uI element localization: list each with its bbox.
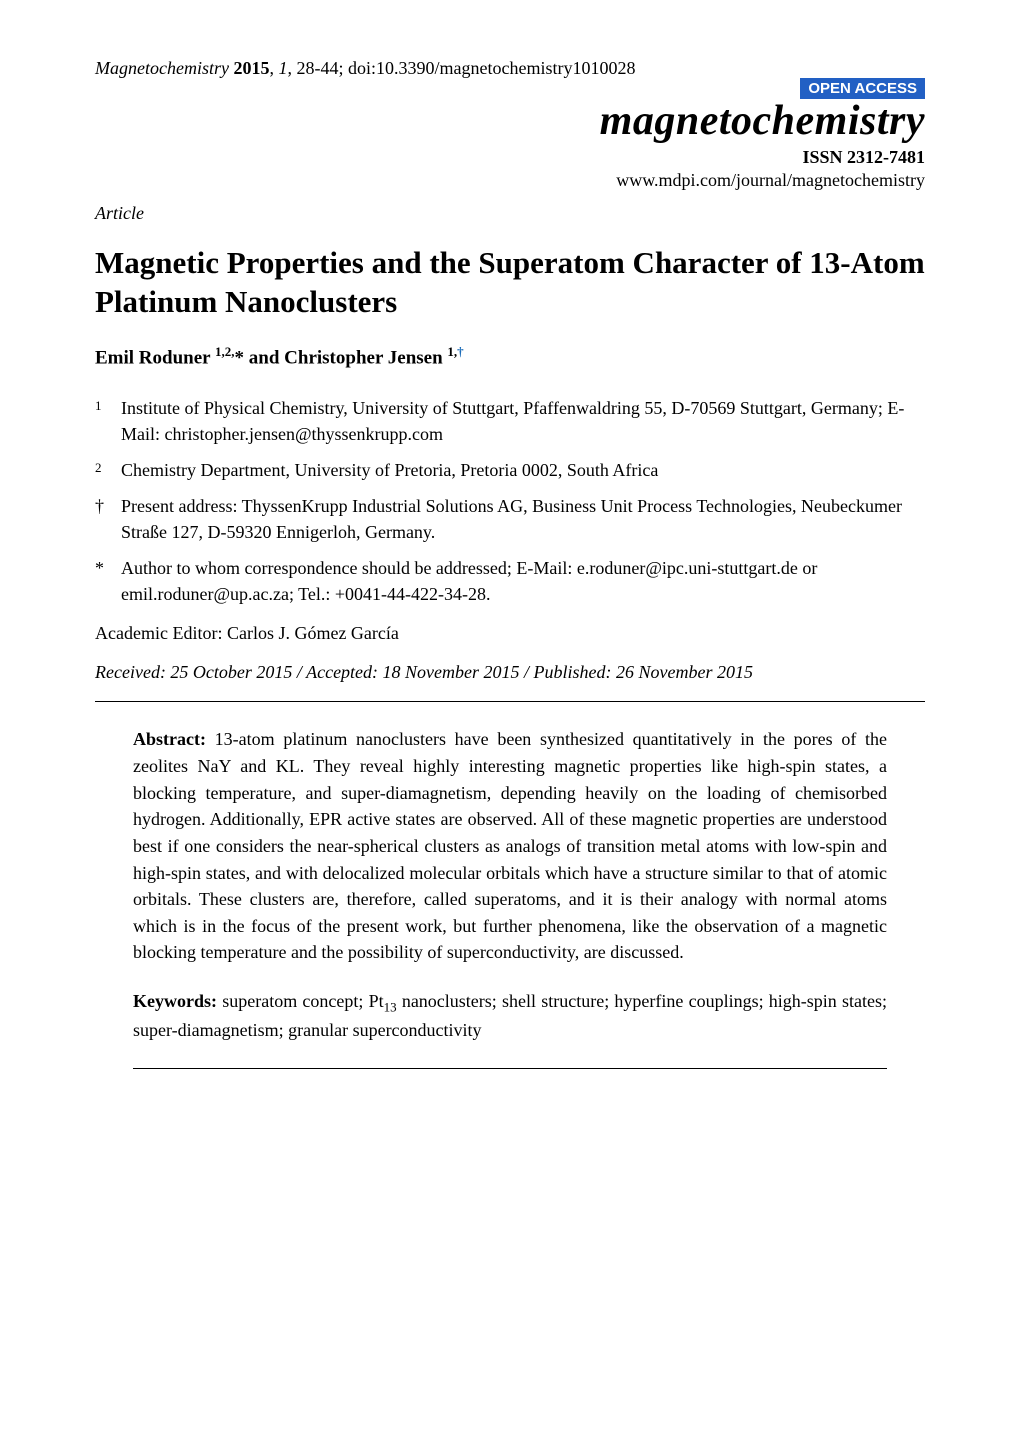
journal-issn: ISSN 2312-7481 <box>95 147 925 168</box>
affiliation-row: 2Chemistry Department, University of Pre… <box>95 457 925 483</box>
journal-logo: magnetochemistry <box>95 97 925 145</box>
header-doi: doi:10.3390/magnetochemistry1010028 <box>348 58 635 78</box>
keywords: Keywords: superatom concept; Pt13 nanocl… <box>133 988 887 1043</box>
affiliation-row: 1Institute of Physical Chemistry, Univer… <box>95 395 925 447</box>
affiliation-text: Present address: ThyssenKrupp Industrial… <box>121 493 925 545</box>
affiliation-marker: 2 <box>95 457 121 483</box>
academic-editor: Academic Editor: Carlos J. Gómez García <box>95 623 925 644</box>
header-year: 2015 <box>233 58 269 78</box>
affiliations-block: 1Institute of Physical Chemistry, Univer… <box>95 395 925 608</box>
affiliation-row: *Author to whom correspondence should be… <box>95 555 925 607</box>
affiliation-text: Author to whom correspondence should be … <box>121 555 925 607</box>
affiliation-marker: † <box>95 493 121 545</box>
journal-url: www.mdpi.com/journal/magnetochemistry <box>95 170 925 191</box>
abstract-label: Abstract: <box>133 729 206 749</box>
article-title: Magnetic Properties and the Superatom Ch… <box>95 244 925 322</box>
abstract: Abstract: 13-atom platinum nanoclusters … <box>133 726 887 966</box>
running-header: Magnetochemistry 2015, 1, 28-44; doi:10.… <box>95 58 925 79</box>
article-type: Article <box>95 203 925 224</box>
affiliation-row: †Present address: ThyssenKrupp Industria… <box>95 493 925 545</box>
divider-top <box>95 701 925 702</box>
article-dates: Received: 25 October 2015 / Accepted: 18… <box>95 662 925 683</box>
open-access-badge: OPEN ACCESS <box>800 78 925 99</box>
authors: Emil Roduner 1,2,* and Christopher Jense… <box>95 344 925 369</box>
affiliation-marker: * <box>95 555 121 607</box>
header-vol-pages: , 1, 28-44; <box>269 58 348 78</box>
keywords-text: superatom concept; Pt13 nanoclusters; sh… <box>133 991 887 1040</box>
affiliation-text: Institute of Physical Chemistry, Univers… <box>121 395 925 447</box>
keywords-label: Keywords: <box>133 991 217 1011</box>
journal-name: Magnetochemistry <box>95 58 229 78</box>
affiliation-text: Chemistry Department, University of Pret… <box>121 457 925 483</box>
abstract-text: 13-atom platinum nanoclusters have been … <box>133 729 887 962</box>
affiliation-marker: 1 <box>95 395 121 447</box>
divider-bottom <box>133 1068 887 1069</box>
